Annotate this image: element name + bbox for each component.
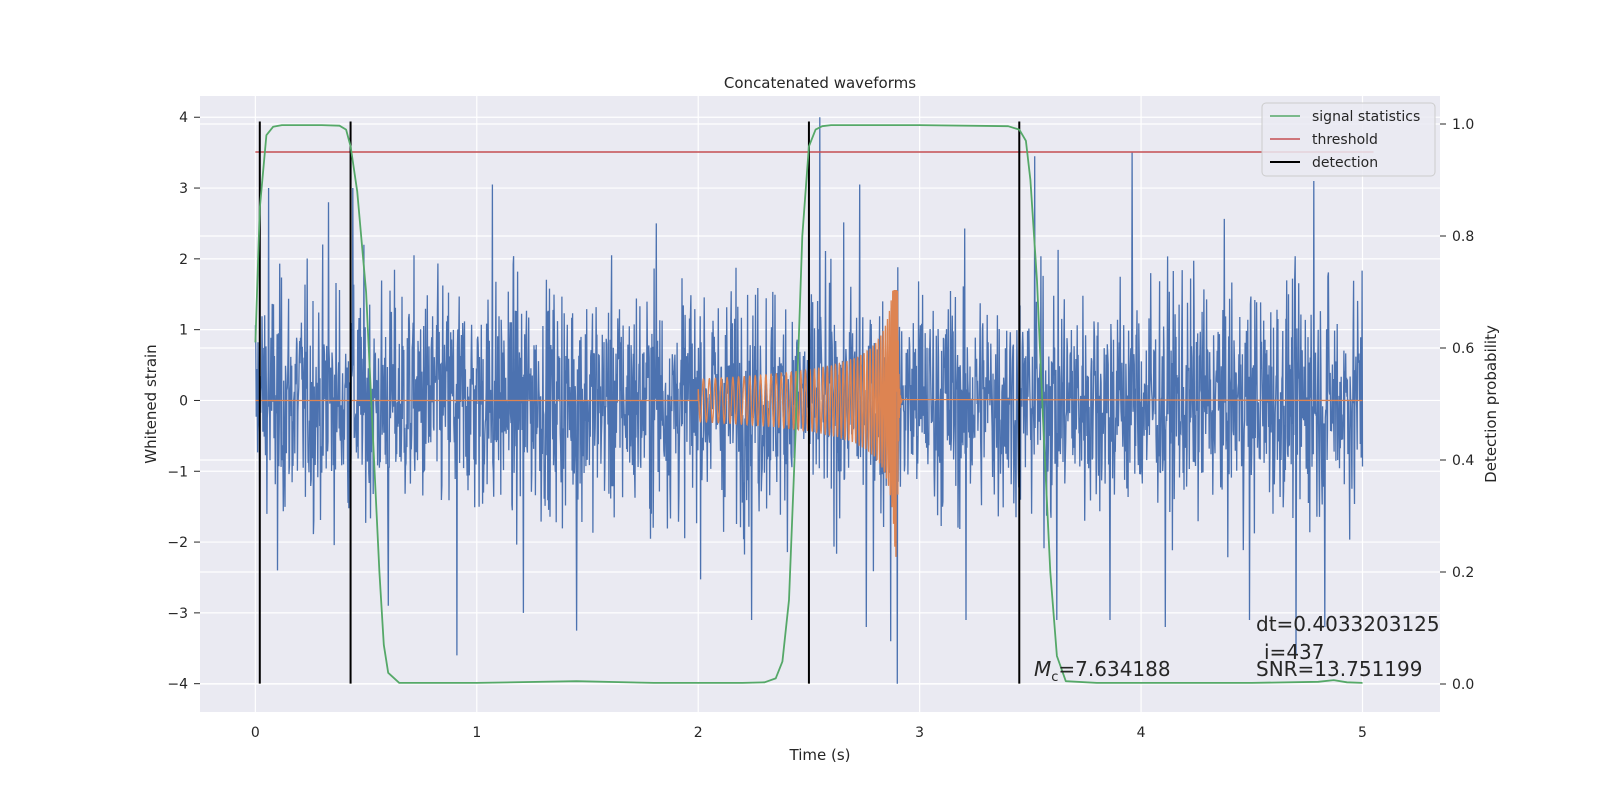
- x-tick-label: 5: [1358, 725, 1367, 741]
- y2-axis-label: Detection probability: [1482, 325, 1500, 483]
- y-tick-label: −2: [167, 535, 188, 551]
- y2-tick-label: 1.0: [1452, 117, 1474, 133]
- y-tick-label: −1: [167, 464, 188, 480]
- series-layer: [254, 117, 1374, 684]
- left-y-ticks: −4 −3 −2 −1 0 1 2 3 4: [167, 110, 200, 693]
- legend-box: [1261, 102, 1436, 177]
- x-axis-label: Time (s): [789, 746, 851, 764]
- legend-label-detection: detection: [1312, 155, 1378, 171]
- chirp-mass-subscript: c: [1051, 670, 1058, 685]
- annotations: Mc=7.634188 dt=0.4033203125 i=437 SNR=13…: [1034, 612, 1440, 685]
- y-tick-label: 3: [179, 181, 188, 197]
- y2-tick-label: 0.2: [1452, 565, 1474, 581]
- legend-label-threshold: threshold: [1312, 132, 1378, 148]
- y-tick-label: −4: [167, 677, 188, 693]
- x-tick-label: 3: [915, 725, 924, 741]
- annotation-snr: SNR=13.751199: [1256, 657, 1422, 681]
- legend: signal statistics threshold detection: [1261, 102, 1436, 177]
- x-tick-label: 4: [1137, 725, 1146, 741]
- y-tick-label: −3: [167, 606, 188, 622]
- annotation-index: i=437: [1264, 640, 1325, 664]
- y-tick-label: 1: [179, 323, 188, 339]
- y2-tick-label: 0.6: [1452, 341, 1474, 357]
- y2-tick-label: 0.4: [1452, 453, 1474, 469]
- signal-statistics-line: [254, 124, 1363, 684]
- y2-tick-label: 0.8: [1452, 229, 1474, 245]
- chart-title: Concatenated waveforms: [724, 74, 916, 92]
- right-y-ticks: 0.0 0.2 0.4 0.6 0.8 1.0: [1440, 117, 1474, 693]
- x-tick-label: 2: [694, 725, 703, 741]
- chirp-mass-value: =7.634188: [1058, 657, 1170, 681]
- chirp-mass-symbol: M: [1034, 657, 1051, 681]
- y-axis-label: Whitened strain: [142, 344, 160, 463]
- injected-chirp-line: [255, 290, 1363, 557]
- y-tick-label: 2: [179, 252, 188, 268]
- y-tick-label: 4: [179, 110, 188, 126]
- y-tick-label: 0: [179, 393, 188, 409]
- x-tick-label: 1: [472, 725, 481, 741]
- x-ticks: 0 1 2 3 4 5: [251, 725, 1367, 741]
- annotation-chirp-mass: Mc=7.634188: [1034, 657, 1171, 685]
- legend-label-signal-statistics: signal statistics: [1312, 109, 1420, 125]
- y2-tick-label: 0.0: [1452, 677, 1474, 693]
- x-tick-label: 0: [251, 725, 260, 741]
- annotation-dt: dt=0.4033203125: [1256, 612, 1440, 636]
